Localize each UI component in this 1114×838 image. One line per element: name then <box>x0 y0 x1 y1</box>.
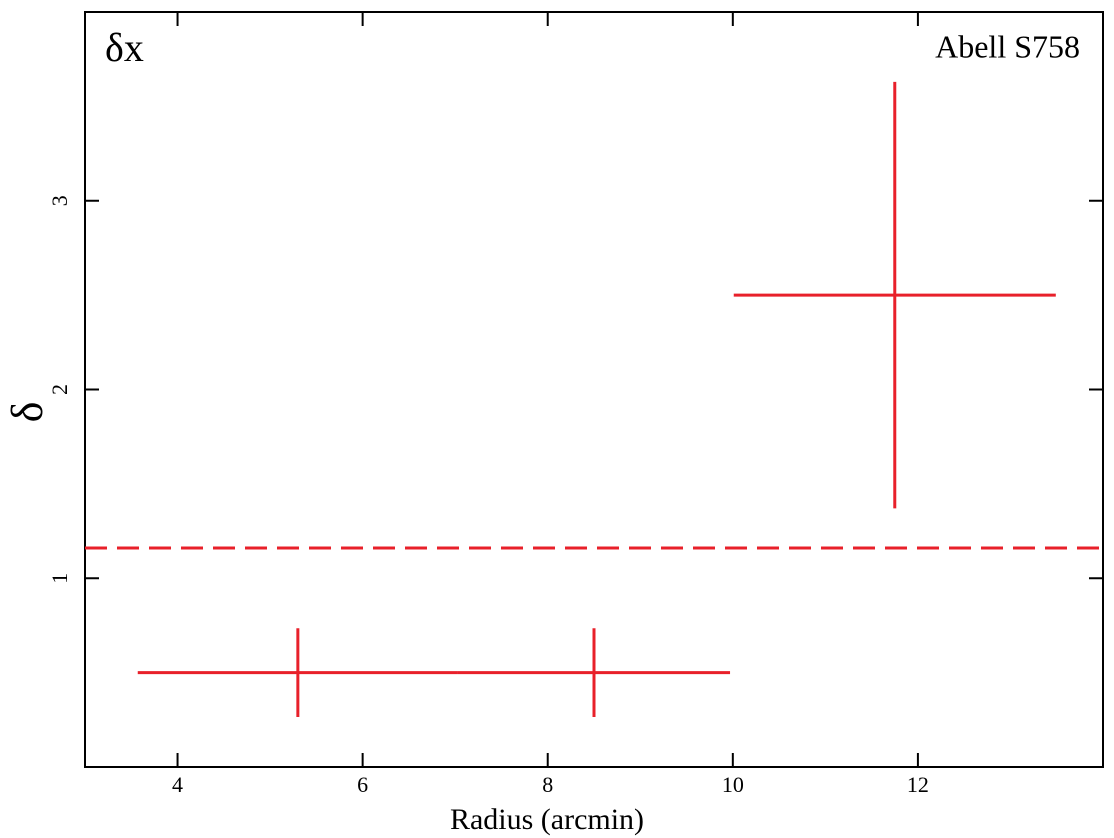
x-tick-label: 8 <box>542 772 553 797</box>
annotation: δx <box>105 25 144 70</box>
y-tick-label: 1 <box>47 573 72 584</box>
x-axis-label: Radius (arcmin) <box>450 803 644 836</box>
y-axis-label: δ <box>3 402 52 423</box>
x-tick-label: 12 <box>907 772 929 797</box>
x-tick-label: 4 <box>172 772 183 797</box>
y-tick-label: 2 <box>47 384 72 395</box>
x-tick-label: 10 <box>722 772 744 797</box>
x-tick-label: 6 <box>357 772 368 797</box>
annotation: Abell S758 <box>935 28 1080 64</box>
y-tick-label: 3 <box>47 195 72 206</box>
